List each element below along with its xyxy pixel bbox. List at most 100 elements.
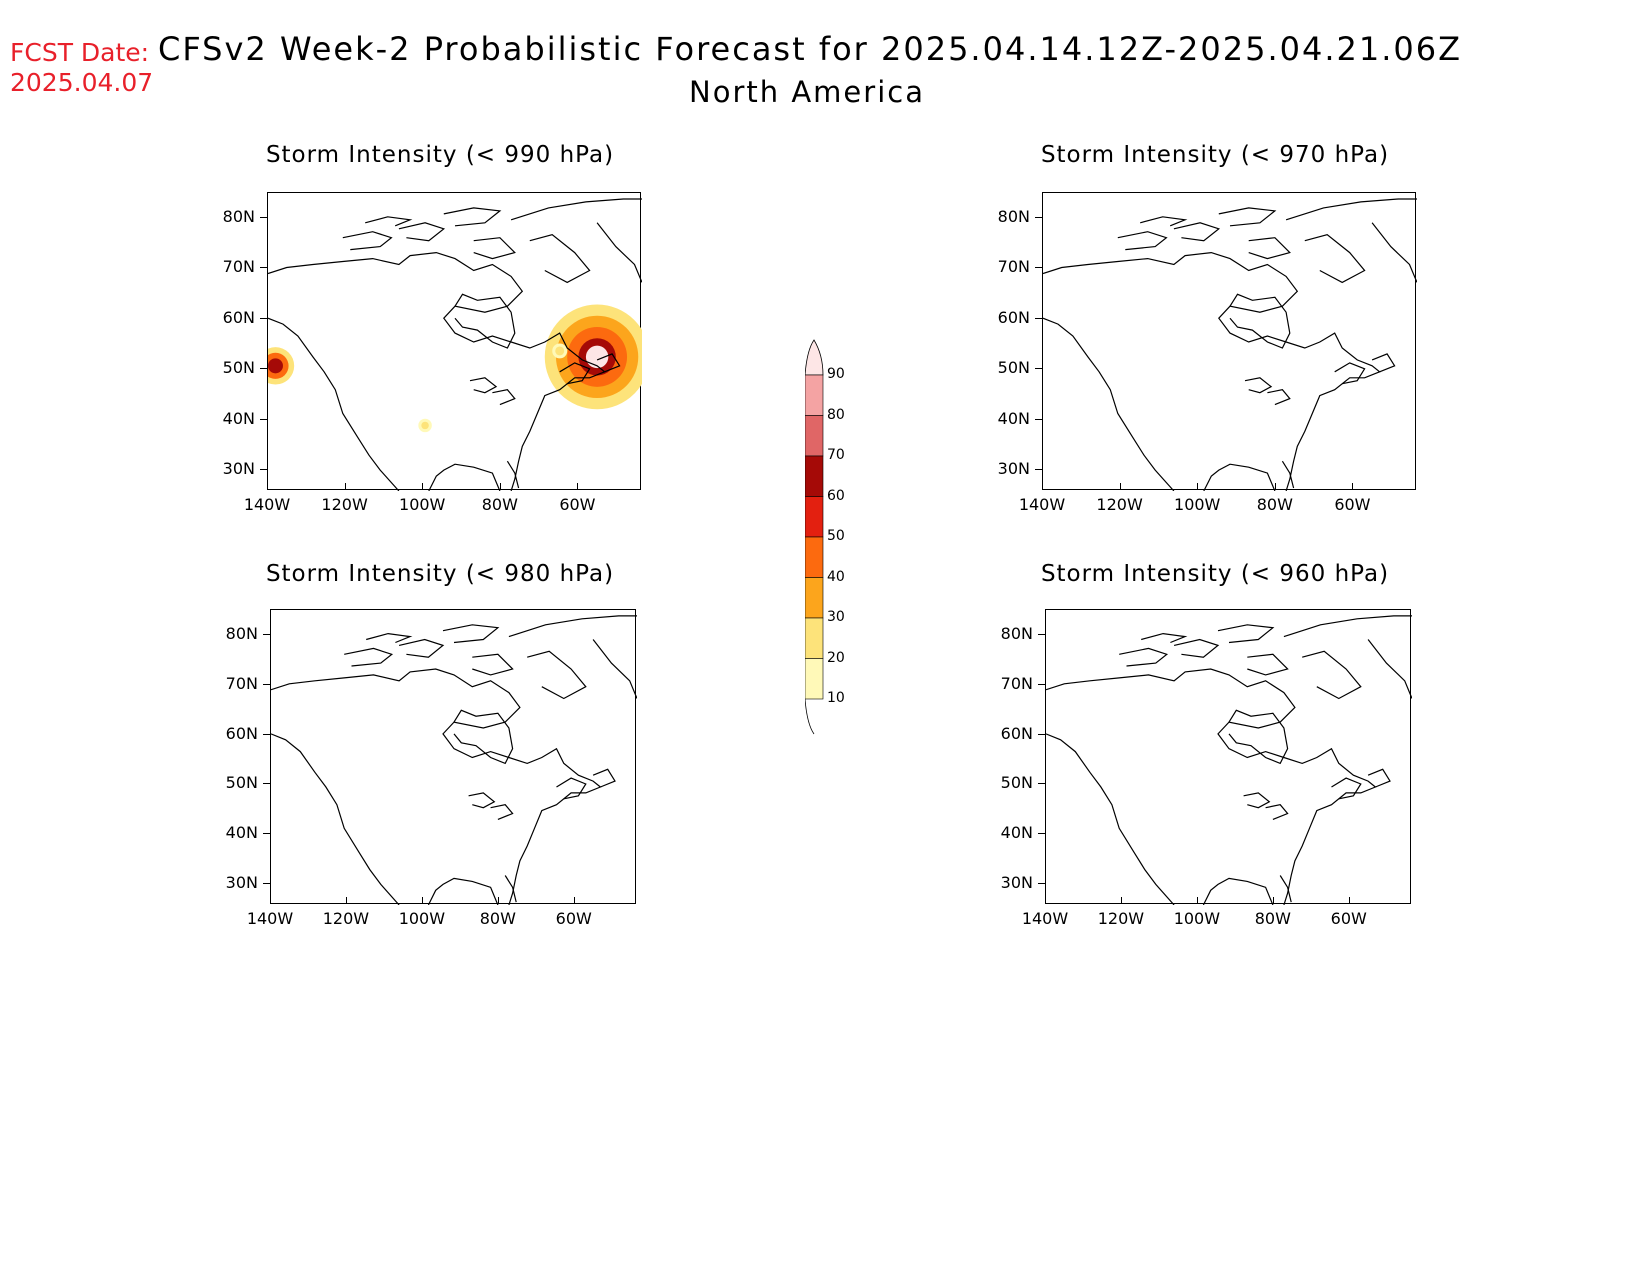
coastline-15 (1371, 353, 1396, 373)
lon-tick-mark (344, 483, 346, 490)
lat-tick-mark (1038, 683, 1045, 685)
coastline-7 (1248, 237, 1291, 260)
probability-hotspot-3-ring-1 (421, 421, 429, 430)
lon-tick-label: 60W (1330, 909, 1367, 928)
lat-tick-label: 30N (222, 459, 255, 478)
coastline-0 (271, 668, 602, 905)
lat-tick-mark (260, 267, 267, 269)
map-frame (1045, 609, 1412, 905)
lat-tick-label: 80N (997, 207, 1030, 226)
lat-tick-label: 80N (225, 624, 258, 643)
lat-tick-label: 70N (225, 673, 258, 693)
coastline-14 (556, 777, 587, 800)
coastline-3 (1229, 293, 1291, 349)
coastline-16 (504, 875, 517, 903)
lat-tick-mark (263, 683, 270, 685)
lat-tick-mark (1035, 317, 1042, 319)
lon-tick-mark (270, 897, 271, 904)
lat-tick-mark (1038, 783, 1045, 785)
coastline-5 (1173, 222, 1221, 242)
colorbar-segment-6 (805, 415, 824, 457)
panel-title: Storm Intensity (< 990 hPa) (265, 142, 615, 168)
coastline-13 (490, 804, 514, 820)
panel-title: Storm Intensity (< 980 hPa) (265, 561, 615, 587)
coastline-0 (268, 251, 606, 491)
coastline-13 (492, 389, 516, 406)
coastline-0 (1046, 668, 1377, 905)
lon-tick-mark (1042, 483, 1043, 490)
coastline-9 (1304, 234, 1366, 284)
lon-tick-mark (1196, 897, 1198, 904)
coastline-10 (592, 639, 637, 699)
lat-tick-mark (1035, 267, 1042, 269)
lon-tick-label: 60W (555, 909, 592, 928)
lat-tick-mark (263, 883, 270, 884)
lat-tick-mark (1035, 418, 1042, 420)
lat-tick-label: 80N (222, 207, 255, 226)
coastline-11 (1140, 216, 1188, 227)
coastline-2 (271, 733, 400, 905)
coastline-2 (1043, 317, 1175, 491)
coastline-12 (469, 377, 498, 394)
colorbar-level-label: 40 (827, 568, 845, 585)
coastline-11 (365, 216, 413, 227)
coastline-10 (596, 222, 642, 283)
lon-tick-label: 100W (398, 909, 446, 928)
lon-tick-label: 120W (321, 495, 368, 514)
coastline-5 (398, 222, 446, 242)
lat-tick-label: 70N (997, 257, 1030, 277)
colorbar-level-label: 10 (827, 690, 845, 706)
map-frame (267, 192, 642, 491)
lon-tick-label: 80W (1254, 909, 1291, 928)
lat-tick-mark (1038, 883, 1045, 884)
lon-tick-label: 80W (481, 495, 518, 514)
lat-tick-mark (1038, 833, 1045, 835)
panel-title: Storm Intensity (< 960 hPa) (1040, 561, 1390, 587)
coastline-0 (1043, 251, 1381, 491)
lat-tick-label: 70N (1000, 673, 1033, 693)
lat-tick-mark (260, 317, 267, 319)
coastline-3 (1228, 709, 1289, 765)
coastline-14 (1334, 362, 1366, 385)
coastline-8 (510, 198, 642, 221)
coastline-6 (443, 207, 502, 227)
coastline-8 (1283, 615, 1412, 638)
coastline-4 (344, 647, 394, 667)
lon-tick-label: 80W (479, 909, 516, 928)
lat-tick-label: 60N (225, 723, 258, 743)
lon-tick-label: 140W (246, 909, 294, 928)
coastline-9 (529, 234, 591, 284)
colorbar-top-cap (805, 339, 824, 376)
lat-tick-label: 50N (1000, 773, 1033, 793)
coastline-1 (427, 877, 499, 905)
lat-tick-label: 50N (222, 358, 255, 378)
lat-tick-label: 80N (1000, 624, 1033, 643)
colorbar-level-label: 50 (827, 528, 845, 544)
coastline-6 (1218, 207, 1277, 227)
colorbar-level-label: 90 (827, 366, 845, 382)
lat-tick-label: 40N (997, 408, 1030, 428)
coastline-13 (1267, 389, 1291, 406)
coastline-2 (1046, 733, 1175, 905)
colorbar-graphic (805, 339, 824, 735)
fcst-date-value: 2025.04.07 (10, 68, 154, 97)
lat-tick-mark (263, 833, 270, 835)
coastline-8 (508, 615, 637, 638)
colorbar-level-label: 30 (827, 609, 845, 625)
colorbar-level-label: 20 (827, 649, 845, 666)
coastline-10 (1371, 222, 1417, 283)
lon-tick-mark (422, 483, 424, 490)
lat-tick-mark (263, 733, 270, 735)
lon-tick-mark (497, 897, 499, 904)
colorbar-segment-0 (805, 658, 824, 700)
coastline-2 (268, 317, 400, 491)
lat-tick-label: 40N (225, 823, 258, 843)
coastline-10 (1367, 639, 1412, 699)
lon-tick-mark (1272, 897, 1274, 904)
coastline-3 (454, 293, 516, 349)
lat-tick-mark (1035, 217, 1042, 218)
lat-tick-mark (1035, 469, 1042, 470)
panel-title: Storm Intensity (< 970 hPa) (1040, 142, 1390, 168)
coastline-15 (596, 353, 621, 373)
lat-tick-label: 40N (1000, 823, 1033, 843)
